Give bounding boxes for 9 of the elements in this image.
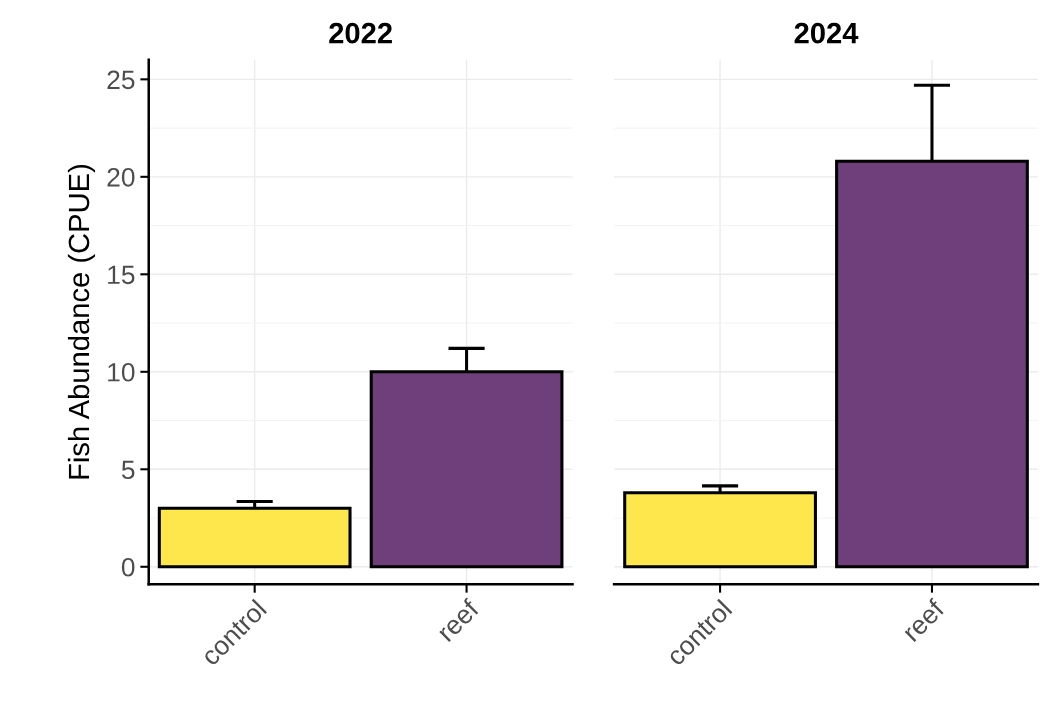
- y-tick-label: 10: [108, 362, 135, 382]
- y-tick-label: 0: [121, 557, 135, 577]
- y-tick-label: 20: [107, 167, 135, 187]
- y-axis-title: Fish Abundance (CPUE): [67, 165, 96, 479]
- y-tick-label: 15: [108, 265, 135, 285]
- y-tick-label: 5: [121, 460, 135, 480]
- chart-title: 2024: [794, 22, 859, 44]
- y-tick-label: 25: [107, 70, 135, 90]
- chart-title: 2022: [329, 22, 392, 44]
